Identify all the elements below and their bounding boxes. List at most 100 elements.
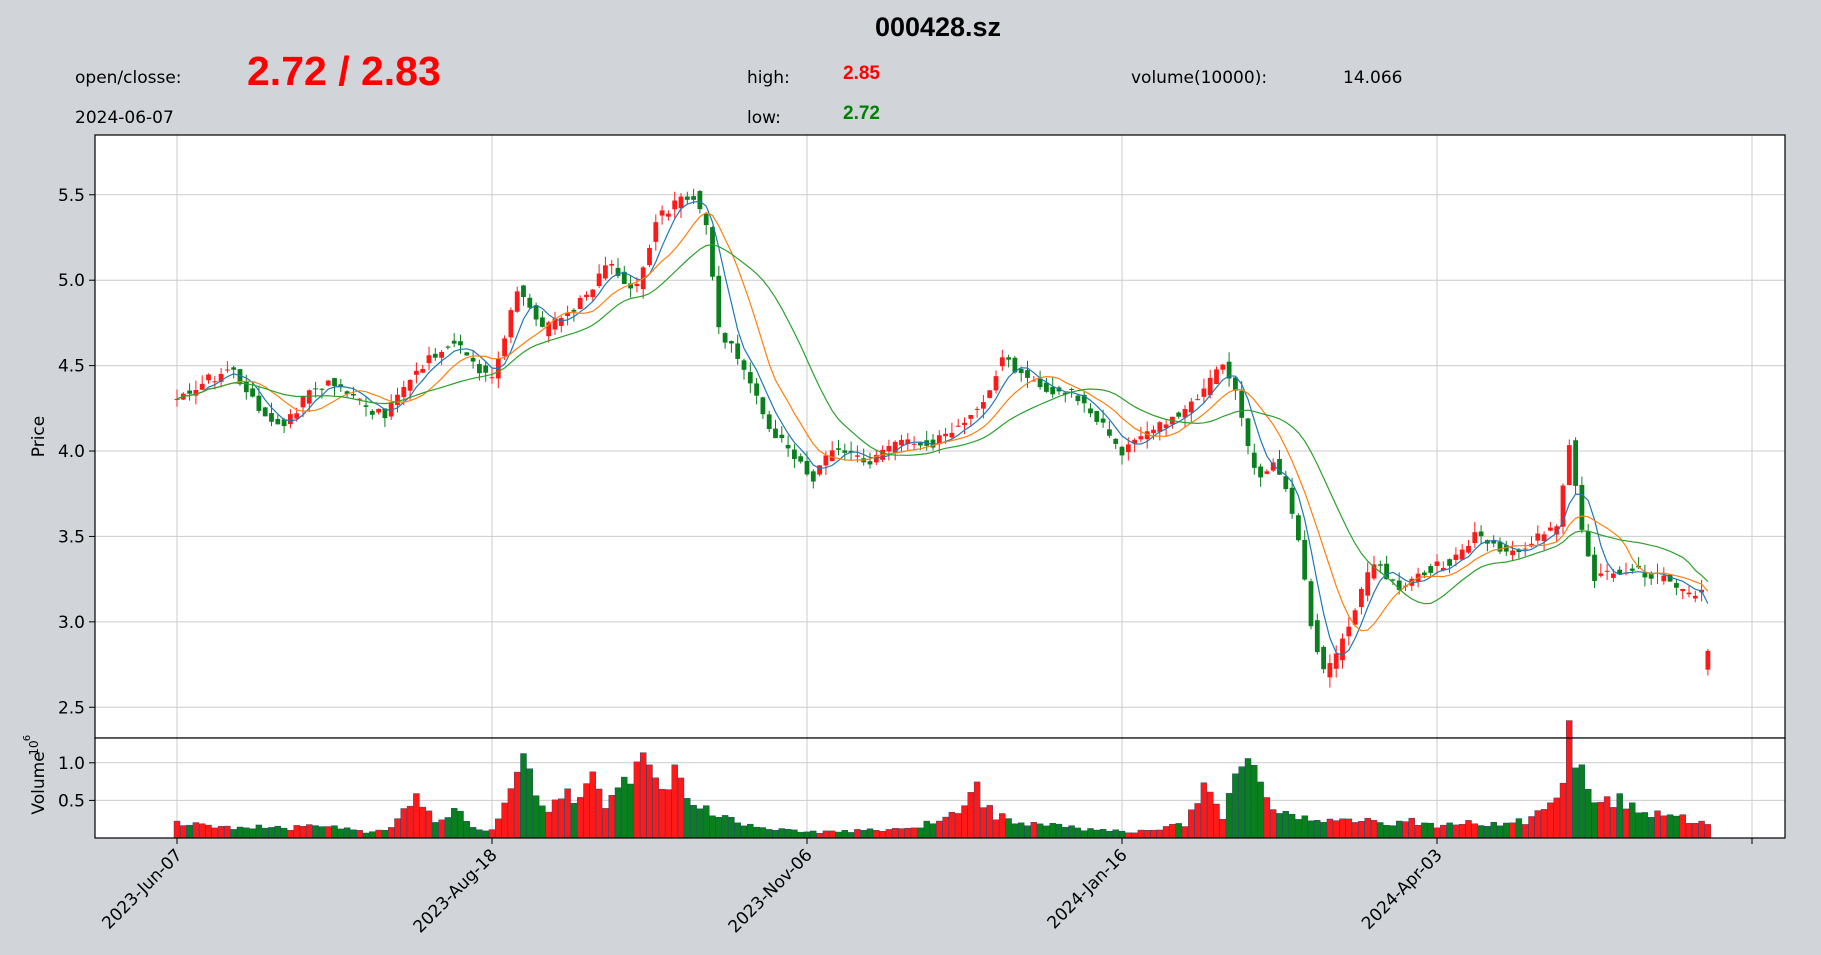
volume-bar	[1332, 820, 1340, 839]
candle-body	[1472, 532, 1478, 544]
volume-bar	[835, 831, 842, 839]
open-close-value: 2.72 / 2.83	[247, 48, 441, 94]
volume-bar	[186, 824, 193, 839]
candle-body	[332, 378, 337, 387]
candle-body	[1277, 458, 1282, 475]
candle-body	[1132, 439, 1137, 444]
candle-body	[684, 196, 690, 200]
candle-body	[1151, 429, 1156, 434]
candle-body	[609, 264, 615, 266]
volume-bar	[1188, 809, 1195, 839]
volume-bar	[904, 827, 911, 839]
volume-bar	[1408, 817, 1416, 839]
candle-body	[193, 389, 199, 396]
candle-body	[225, 369, 230, 371]
volume-bar	[627, 783, 634, 839]
candle-body	[1081, 394, 1087, 404]
volume-bar	[721, 815, 729, 839]
candle-body	[1214, 369, 1219, 384]
candle-body	[477, 364, 482, 374]
volume-bar	[1370, 820, 1378, 839]
candle-body	[603, 265, 608, 279]
volume-bar	[1578, 764, 1586, 839]
candle-body	[552, 318, 558, 330]
volume-bar	[766, 829, 773, 839]
candle-body	[747, 372, 753, 384]
candle-body	[1352, 610, 1358, 625]
candle-body	[1157, 422, 1163, 432]
volume-bar	[230, 829, 237, 839]
volume-bar	[784, 828, 792, 839]
volume-bar	[923, 820, 930, 839]
volume-bar	[249, 828, 256, 839]
candle-body	[1314, 620, 1320, 653]
volume-bar	[514, 771, 521, 839]
candle-body	[766, 414, 772, 429]
volume-bar	[564, 788, 571, 839]
volume-bar	[343, 827, 351, 839]
candle-body	[363, 405, 369, 407]
candle-body	[735, 343, 741, 359]
volume-bar	[1572, 767, 1579, 839]
price-panel: 2.5 3.0 3.5 4.0 4.5 5.0 5.5 Price	[29, 134, 1786, 739]
candle-body	[1516, 549, 1522, 552]
candle-body	[1207, 377, 1213, 396]
candle-body	[426, 355, 432, 364]
candle-body	[338, 384, 344, 388]
volume-bar	[463, 821, 470, 839]
candle-body	[1554, 526, 1560, 535]
candle-body	[401, 387, 407, 398]
candle-body	[855, 455, 860, 457]
volume-bar	[1685, 823, 1693, 839]
candle-body	[1503, 545, 1509, 552]
volume-bar	[1169, 823, 1176, 839]
volume-bar	[1206, 791, 1214, 839]
volume-bar	[1635, 812, 1642, 839]
x-tick-label: 2023-Aug-18	[410, 845, 502, 937]
volume-bar	[1005, 818, 1012, 839]
candle-body	[703, 213, 709, 226]
volume-bar	[1263, 797, 1271, 839]
volume-bar	[539, 805, 546, 839]
x-tick-label: 2024-Apr-03	[1358, 845, 1446, 933]
volume-bar	[892, 827, 899, 839]
volume-bar	[419, 806, 426, 839]
candle-body	[1592, 554, 1597, 581]
candle-body	[1195, 399, 1200, 401]
candle-body	[615, 267, 621, 276]
x-tick-label: 2023-Jun-07	[98, 845, 186, 933]
volume-bar	[1647, 817, 1655, 839]
candle-body	[1226, 361, 1232, 379]
candle-body	[325, 380, 331, 386]
volume-bar	[274, 825, 281, 839]
volume-bar	[551, 799, 559, 839]
candle-body	[1176, 412, 1182, 417]
low-label: low:	[747, 108, 781, 128]
candle-body	[1674, 583, 1679, 588]
price-ytick-label: 3.0	[58, 613, 85, 633]
volume-bar	[1301, 815, 1308, 839]
volume-bar	[1534, 810, 1542, 839]
volume-bar	[728, 817, 735, 839]
candle-body	[1642, 573, 1648, 578]
volume-bar	[961, 805, 968, 839]
volume-bar	[1351, 822, 1359, 839]
candle-body	[1459, 549, 1465, 560]
volume-bar	[400, 808, 407, 839]
ma-mid-line	[176, 211, 1709, 632]
volume-bar	[1597, 801, 1605, 839]
candle-body	[810, 471, 816, 482]
candle-body	[1258, 466, 1263, 478]
volume-bar	[1251, 765, 1258, 839]
candle-body	[1604, 570, 1610, 572]
volume-bar	[1484, 826, 1491, 839]
candle-body	[930, 439, 936, 448]
volume-bar	[306, 824, 313, 839]
volume-bar	[873, 830, 880, 839]
x-tick-label: 2023-Nov-06	[725, 845, 817, 937]
volume-bar	[715, 817, 722, 839]
candle-body	[596, 273, 602, 287]
volume-bar	[532, 795, 540, 839]
candle-body	[1611, 573, 1616, 578]
volume-bar	[1610, 807, 1617, 839]
